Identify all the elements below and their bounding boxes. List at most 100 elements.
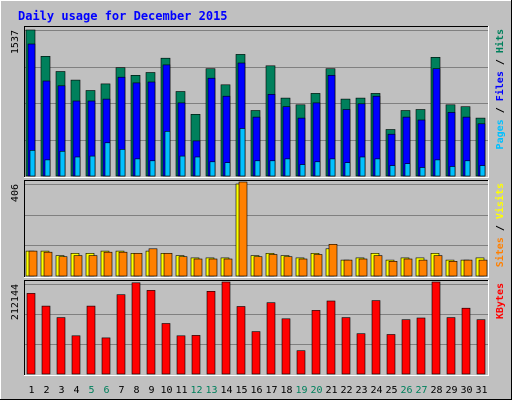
x-tick-label: 7 (118, 385, 124, 396)
bar-pages-10 (164, 131, 171, 177)
x-axis-labels: 1 2 3 4 5 6 7 8 9 10 11 12 13 14 15 16 17 18 19 20 21 22 23 24 2… (28, 385, 487, 396)
x-tick-label: 8 (133, 385, 139, 396)
y-tick-max: 212144 (10, 284, 21, 320)
bar-sites-29 (448, 260, 458, 277)
bar-pages-29 (449, 166, 456, 177)
bar-kbytes-12 (191, 335, 201, 375)
legend-entry: KBytes (495, 283, 506, 319)
x-tick-label: 27 (415, 385, 427, 396)
panel-legend: Sites / Visits (494, 183, 506, 267)
bar-pages-6 (104, 142, 111, 177)
bar-pages-1 (29, 150, 36, 177)
bar-sites-14 (223, 258, 233, 277)
bar-kbytes-23 (356, 333, 366, 375)
bar-sites-7 (118, 251, 128, 277)
bar-kbytes-26 (401, 319, 411, 375)
bar-sites-1 (28, 250, 38, 277)
x-tick-label: 22 (340, 385, 352, 396)
x-tick-label: 24 (370, 385, 382, 396)
x-tick-label: 11 (175, 385, 187, 396)
bar-sites-13 (208, 258, 218, 277)
bar-sites-4 (73, 255, 83, 277)
bar-pages-9 (149, 160, 156, 177)
legend-entry: / (495, 53, 506, 71)
x-tick-label: 20 (310, 385, 322, 396)
bar-files-13 (207, 77, 216, 177)
panel-kbytes: 212144 KBytes (10, 280, 506, 376)
x-tick-label: 6 (103, 385, 109, 396)
x-tick-label: 12 (190, 385, 202, 396)
x-tick-label: 15 (235, 385, 247, 396)
x-tick-label: 26 (400, 385, 412, 396)
legend-entry: Hits (494, 29, 506, 53)
bar-kbytes-8 (131, 282, 141, 375)
bar-kbytes-7 (116, 294, 126, 375)
bar-sites-28 (433, 255, 443, 277)
x-tick-label: 14 (220, 385, 232, 396)
panel-legend: Pages / Files / Hits (494, 29, 506, 149)
bar-sites-22 (343, 259, 353, 277)
series-kbytes (26, 281, 486, 375)
legend-entry: Sites (494, 237, 506, 267)
bar-sites-18 (283, 256, 293, 277)
x-tick-label: 1 (28, 385, 34, 396)
x-tick-label: 25 (385, 385, 397, 396)
bar-pages-15 (239, 128, 246, 177)
bar-pages-22 (344, 162, 351, 177)
x-tick-label: 13 (205, 385, 217, 396)
bar-pages-28 (434, 159, 441, 177)
x-tick-label: 9 (148, 385, 154, 396)
bar-sites-17 (268, 254, 278, 277)
bar-kbytes-16 (251, 331, 261, 375)
x-tick-label: 3 (58, 385, 64, 396)
x-tick-label: 21 (325, 385, 337, 396)
bar-kbytes-22 (341, 317, 351, 375)
bar-kbytes-1 (26, 293, 36, 375)
bar-sites-12 (193, 258, 203, 277)
x-tick-label: 16 (250, 385, 262, 396)
series-pages (29, 128, 486, 177)
bar-pages-24 (374, 158, 381, 177)
bar-kbytes-5 (86, 305, 96, 375)
bar-sites-20 (313, 254, 323, 277)
y-tick-max: 1537 (10, 30, 21, 54)
bar-pages-7 (119, 149, 126, 177)
bar-sites-16 (253, 256, 263, 277)
bar-kbytes-17 (266, 302, 276, 375)
bar-sites-26 (403, 258, 413, 277)
bar-kbytes-30 (461, 307, 471, 375)
bar-sites-3 (58, 256, 68, 277)
bar-kbytes-4 (71, 335, 81, 375)
legend-entry: Pages (495, 119, 506, 149)
bar-sites-11 (178, 256, 188, 277)
legend-entry: Visits (494, 183, 506, 219)
bar-sites-25 (388, 260, 398, 277)
bar-pages-26 (404, 163, 411, 177)
bar-sites-31 (478, 259, 488, 277)
bar-pages-8 (134, 158, 141, 177)
bar-sites-23 (358, 258, 368, 277)
x-tick-label: 2 (43, 385, 49, 396)
bar-kbytes-25 (386, 334, 396, 375)
bar-pages-3 (59, 151, 66, 177)
bar-pages-19 (299, 164, 306, 177)
bar-kbytes-27 (416, 317, 426, 375)
bar-sites-24 (373, 255, 383, 277)
x-tick-label: 10 (160, 385, 172, 396)
bar-pages-4 (74, 156, 81, 177)
bar-pages-12 (194, 156, 201, 177)
bar-pages-14 (224, 162, 231, 177)
bar-kbytes-31 (476, 319, 486, 375)
bar-sites-10 (163, 253, 173, 277)
bar-pages-17 (269, 160, 276, 177)
bar-pages-21 (329, 158, 336, 177)
bar-sites-21 (328, 244, 338, 277)
bar-pages-11 (179, 155, 186, 177)
x-tick-label: 18 (280, 385, 292, 396)
bar-pages-18 (284, 158, 291, 177)
bar-pages-13 (209, 161, 216, 177)
bar-kbytes-6 (101, 337, 111, 375)
x-tick-label: 31 (475, 385, 487, 396)
x-tick-label: 23 (355, 385, 367, 396)
